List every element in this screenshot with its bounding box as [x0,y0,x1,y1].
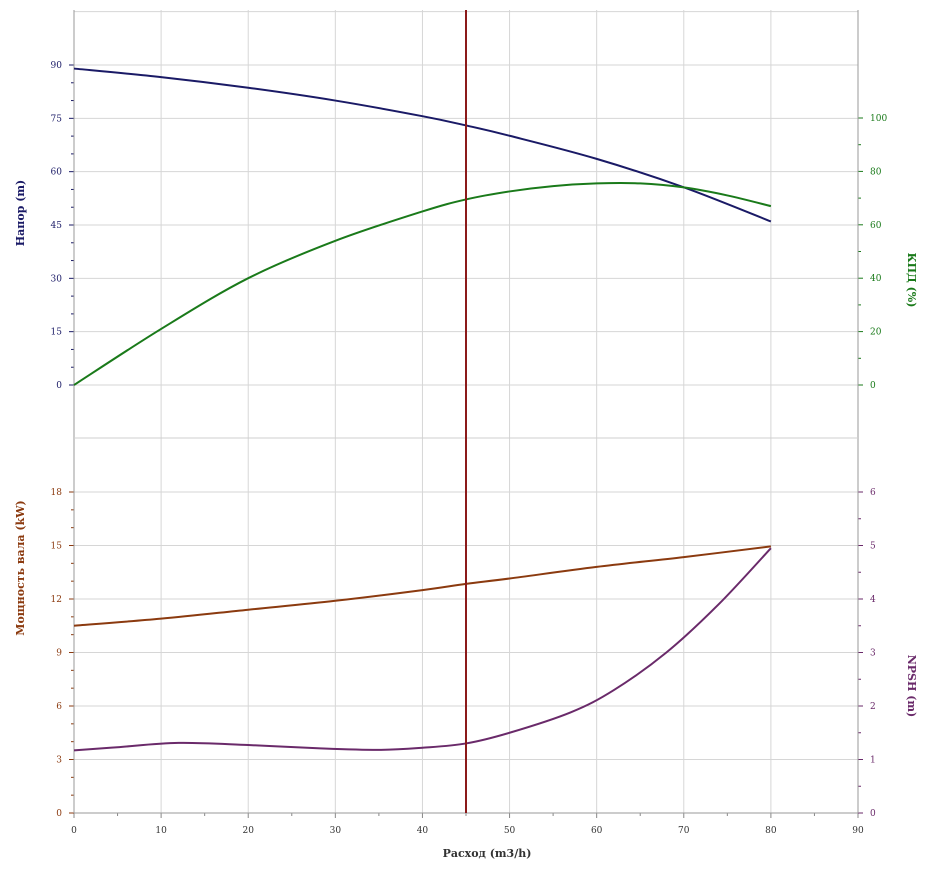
series-line-upper-0 [73,67,772,223]
left-tick-label: 0 [56,809,62,819]
left-tick-label: 18 [51,488,63,498]
right-tick-label: 20 [870,328,882,338]
right-tick-label: 100 [870,114,887,124]
x-tick-label: 90 [852,826,864,836]
lower-right-axis-title: NPSH (m) [905,655,918,718]
x-tick-label: 80 [765,826,777,836]
x-tick-label: 0 [71,826,77,836]
x-tick-label: 10 [155,826,167,836]
right-tick-label: 60 [870,221,882,231]
tick-labels: 0 10 20 30 40 50 60 70 80 90015304560759002040608… [51,61,888,836]
x-tick-label: 30 [330,826,342,836]
right-tick-label: 0 [870,381,876,391]
x-tick-label: 20 [242,826,254,836]
series-line-upper-1 [73,181,772,386]
x-tick-label: 70 [678,826,690,836]
left-tick-label: 90 [51,61,63,71]
left-tick-label: 6 [56,702,62,712]
right-tick-label: 4 [870,595,876,605]
left-tick-label: 45 [51,221,63,231]
left-tick-label: 0 [56,381,62,391]
lower-left-axis-title: Мощность вала (kW) [14,500,27,635]
right-tick-label: 5 [870,542,876,552]
left-tick-label: 15 [51,542,63,552]
upper-left-axis-title: Напор (m) [14,180,27,246]
x-tick-label: 40 [417,826,429,836]
series-group [73,10,772,813]
x-axis-title: Расход (m3/h) [443,847,532,860]
right-tick-label: 40 [870,274,882,284]
right-tick-label: 2 [870,702,876,712]
left-tick-label: 60 [51,168,63,178]
right-tick-label: 1 [870,756,876,766]
left-tick-label: 15 [51,328,63,338]
upper-right-axis-title: КПД (%) [905,253,918,308]
series-line-lower-1 [73,547,772,752]
left-tick-label: 3 [56,756,62,766]
left-tick-label: 30 [51,274,63,284]
x-tick-label: 60 [591,826,603,836]
right-tick-label: 0 [870,809,876,819]
right-tick-label: 3 [870,649,876,659]
x-tick-label: 50 [504,826,516,836]
left-tick-label: 12 [51,595,62,605]
right-tick-label: 80 [870,167,882,177]
left-tick-label: 75 [51,114,63,124]
left-tick-label: 9 [56,649,62,659]
series-line-lower-0 [73,545,772,627]
right-tick-label: 6 [870,488,876,498]
